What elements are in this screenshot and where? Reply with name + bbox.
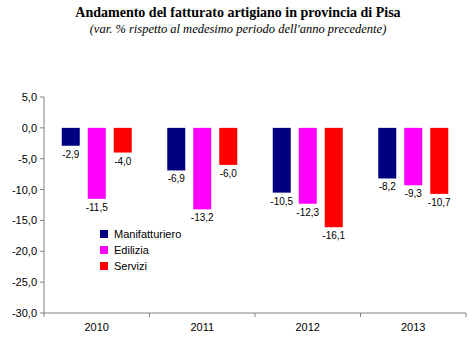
data-labels: -2,9 -6,9 -10,5 -8,2 -11,5 -13,2 -12,3 -9,3 -4,0… [62, 149, 451, 241]
x-tick-label: 2012 [296, 321, 320, 333]
x-tick-label: 2010 [85, 321, 109, 333]
legend-swatch [100, 246, 108, 254]
y-tick-label: -15,0 [12, 214, 37, 226]
bar [404, 128, 422, 185]
subtitle: (var. % rispetto al medesimo periodo del… [90, 22, 387, 36]
y-tick-label: 0,0 [22, 122, 37, 134]
bar [114, 128, 132, 153]
bar [378, 128, 396, 179]
bar [193, 128, 211, 209]
legend: Manifatturiero Edilizia Servizi [100, 228, 181, 272]
x-tick [44, 313, 45, 317]
y-tick [40, 313, 44, 314]
y-tick-label: -20,0 [12, 245, 37, 257]
data-label: -10,7 [428, 197, 451, 208]
y-tick-label: -30,0 [12, 307, 37, 319]
data-label: -10,5 [270, 196, 293, 207]
data-label: -16,1 [322, 230, 345, 241]
x-tick [360, 313, 361, 317]
data-label: -9,3 [405, 188, 423, 199]
bar [62, 128, 80, 146]
y-axis [44, 97, 45, 313]
legend-label: Servizi [114, 260, 147, 272]
bar [167, 128, 185, 171]
y-tick [40, 97, 44, 98]
bar [88, 128, 106, 199]
legend-swatch [100, 262, 108, 270]
data-label: -8,2 [379, 181, 397, 192]
data-label: -6,0 [220, 168, 238, 179]
bar [273, 128, 291, 193]
legend-label: Manifatturiero [114, 228, 181, 240]
y-tick [40, 158, 44, 159]
y-tick-label: 5,0 [22, 91, 37, 103]
bar [430, 128, 448, 194]
y-tick [40, 282, 44, 283]
data-label: -2,9 [62, 149, 80, 160]
bar [325, 128, 343, 227]
chart: Andamento del fatturato artigiano in pro… [0, 0, 476, 342]
data-label: -11,5 [86, 202, 108, 213]
y-tick-label: -25,0 [12, 276, 37, 288]
legend-swatch [100, 230, 108, 238]
legend-label: Edilizia [114, 244, 150, 256]
y-tick [40, 220, 44, 221]
y-tick-label: -10,0 [12, 184, 37, 196]
y-tick-label: -5,0 [18, 153, 37, 165]
x-tick-label: 2013 [401, 321, 425, 333]
bars [62, 128, 449, 227]
bar [299, 128, 317, 204]
data-label: -6,9 [168, 173, 186, 184]
title: Andamento del fatturato artigiano in pro… [75, 5, 400, 20]
data-label: -4,0 [114, 156, 132, 167]
x-tick-label: 2011 [190, 321, 214, 333]
data-label: -13,2 [191, 212, 214, 223]
x-tick [466, 313, 467, 317]
x-tick [255, 313, 256, 317]
y-tick [40, 127, 44, 128]
y-tick [40, 251, 44, 252]
y-tick [40, 189, 44, 190]
bar [219, 128, 237, 165]
x-tick [149, 313, 150, 317]
data-label: -12,3 [296, 207, 319, 218]
